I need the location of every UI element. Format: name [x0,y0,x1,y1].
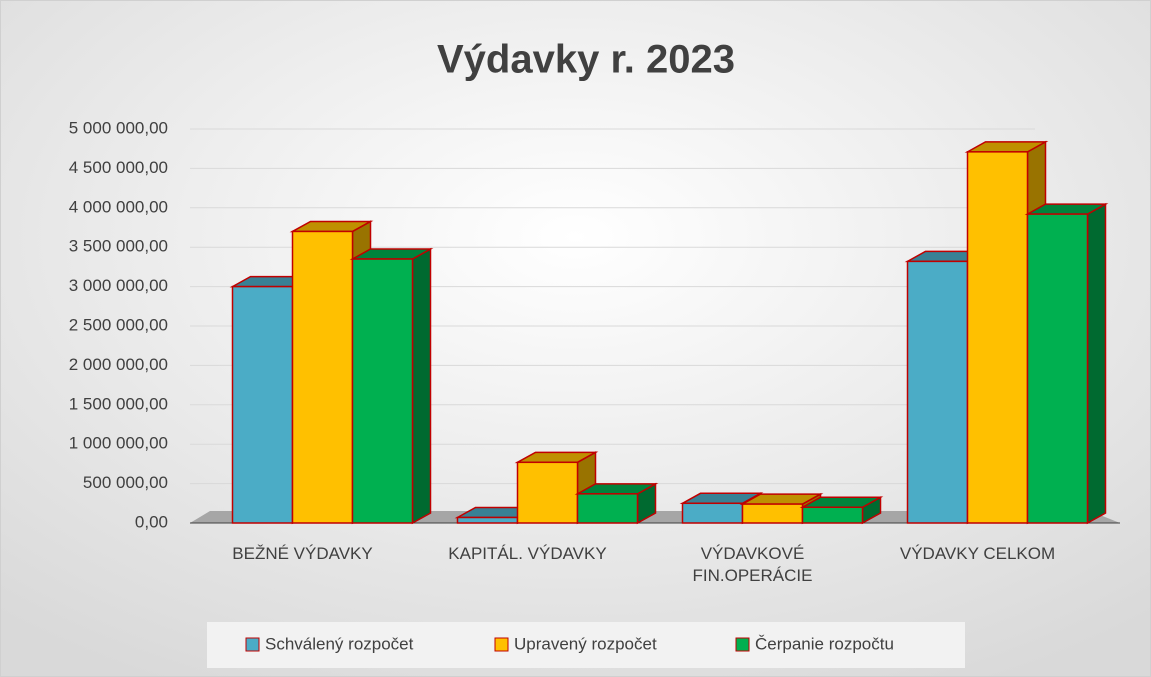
chart-title: Výdavky r. 2023 [437,38,735,82]
legend-label: Čerpanie rozpočtu [755,634,894,653]
y-tick-label: 2 000 000,00 [69,355,168,374]
y-tick-label: 1 000 000,00 [69,434,168,453]
bar [516,461,579,524]
x-tick-label: VÝDAVKOVÉ FIN.OPERÁCIE [692,544,813,585]
y-tick-label: 500 000,00 [83,473,168,492]
y-tick-label: 1 500 000,00 [69,394,168,413]
y-tick-label: 5 000 000,00 [69,118,168,137]
bar [1026,213,1089,524]
bar-side [411,247,432,525]
legend-label: Schválený rozpočet [265,634,414,653]
bar [681,502,744,524]
bar [231,285,294,524]
y-tick-label: 3 500 000,00 [69,237,168,256]
x-tick-label: VÝDAVKY CELKOM [899,544,1056,563]
x-tick-label: BEŽNÉ VÝDAVKY [232,544,373,563]
y-tick-label: 3 000 000,00 [69,276,168,295]
bar [351,258,414,524]
bar [966,151,1029,524]
legend-box [207,622,965,668]
y-tick-label: 2 500 000,00 [69,315,168,334]
x-tick-label: KAPITÁL. VÝDAVKY [448,544,607,563]
legend-swatch [245,637,260,652]
bar [576,493,639,524]
bar [741,503,804,524]
legend-swatch [494,637,509,652]
bar [801,506,864,524]
legend-swatch [735,637,750,652]
bar [291,230,354,524]
bar [456,516,519,524]
legend-label: Upravený rozpočet [514,634,657,653]
y-tick-label: 4 000 000,00 [69,197,168,216]
bar-side [1086,202,1107,525]
y-tick-label: 4 500 000,00 [69,158,168,177]
y-tick-label: 0,00 [135,512,168,531]
bar [906,260,969,524]
